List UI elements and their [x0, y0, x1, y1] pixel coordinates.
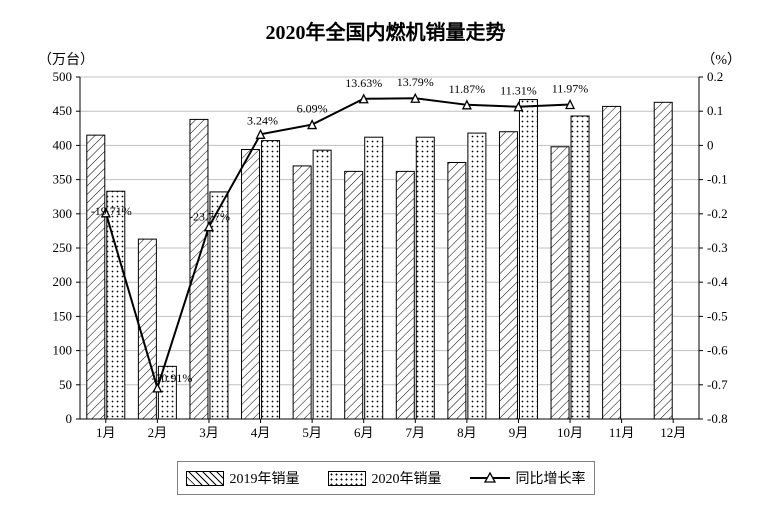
svg-text:0.1: 0.1	[707, 103, 723, 118]
bar-2019	[396, 171, 414, 419]
bar-2019	[345, 171, 363, 419]
bar-2020	[468, 133, 486, 419]
svg-text:-0.5: -0.5	[707, 308, 728, 323]
bar-2019	[293, 166, 311, 419]
y-left-unit-label: （万台）	[38, 49, 94, 69]
yoy-label: 13.79%	[397, 75, 434, 89]
legend-line-yoy-icon	[470, 471, 510, 485]
svg-text:-0.3: -0.3	[707, 240, 728, 255]
svg-text:-0.4: -0.4	[707, 274, 728, 289]
legend-label-2020: 2020年销量	[372, 468, 442, 488]
legend-item-2019: 2019年销量	[186, 468, 300, 488]
svg-text:6月: 6月	[354, 425, 374, 440]
legend-item-2020: 2020年销量	[328, 468, 442, 488]
svg-text:300: 300	[53, 206, 73, 221]
bar-2019	[551, 147, 569, 419]
svg-text:-0.2: -0.2	[707, 206, 728, 221]
svg-text:-0.7: -0.7	[707, 377, 728, 392]
svg-text:150: 150	[53, 308, 73, 323]
svg-text:400: 400	[53, 137, 73, 152]
bar-2020	[365, 137, 383, 419]
svg-text:100: 100	[53, 343, 73, 358]
legend-label-2019: 2019年销量	[230, 468, 300, 488]
yoy-label: 11.97%	[552, 81, 589, 95]
svg-text:-0.6: -0.6	[707, 343, 728, 358]
svg-text:8月: 8月	[457, 425, 477, 440]
bar-2019	[654, 102, 672, 419]
svg-text:-0.1: -0.1	[707, 172, 728, 187]
legend-swatch-2020-icon	[328, 471, 366, 486]
legend-swatch-2019-icon	[186, 471, 224, 486]
legend-item-yoy: 同比增长率	[470, 468, 586, 488]
chart-svg: 0 50 100 150 200 250 300 350 400 450 500 0.2 0.1 0 -0.…	[20, 49, 751, 449]
svg-text:-0.8: -0.8	[707, 411, 728, 426]
bar-2020	[519, 100, 537, 419]
svg-text:5月: 5月	[302, 425, 322, 440]
yoy-label: 11.87%	[449, 82, 486, 96]
bar-2019	[448, 163, 466, 420]
legend-label-yoy: 同比增长率	[516, 468, 586, 488]
svg-text:0: 0	[66, 411, 73, 426]
bar-2019	[499, 132, 517, 419]
y-right-unit-label: （%）	[701, 49, 741, 69]
bar-2020	[416, 137, 434, 419]
bar-2019	[190, 119, 208, 419]
svg-text:350: 350	[53, 172, 73, 187]
plot-area: （万台） （%） 0501001502002503003504004505000…	[20, 49, 751, 449]
yoy-label: -70.91%	[151, 371, 192, 385]
yoy-label: 6.09%	[297, 102, 328, 116]
svg-text:1月: 1月	[96, 425, 116, 440]
svg-text:500: 500	[53, 69, 73, 84]
bar-2019	[87, 135, 105, 419]
chart-container: 2020年全国内燃机销量走势 （万台） （%） 0 50 100 150 200 250 3…	[0, 0, 771, 532]
yoy-label: 3.24%	[247, 113, 278, 127]
svg-text:50: 50	[59, 377, 72, 392]
svg-text:7月: 7月	[406, 425, 426, 440]
yoy-label: 11.31%	[500, 84, 537, 98]
svg-text:3月: 3月	[199, 425, 219, 440]
bar-2019	[603, 106, 621, 419]
bar-2020	[262, 141, 280, 419]
bar-2020	[210, 192, 228, 419]
svg-text:10月: 10月	[557, 425, 583, 440]
yoy-label: -19.71%	[91, 204, 132, 218]
bar-2020	[571, 116, 589, 419]
svg-text:12月: 12月	[660, 425, 686, 440]
bar-2020	[313, 150, 331, 419]
svg-text:4月: 4月	[251, 425, 271, 440]
svg-text:250: 250	[53, 240, 73, 255]
svg-text:2月: 2月	[148, 425, 168, 440]
yoy-label: 13.63%	[345, 76, 382, 90]
chart-title: 2020年全国内燃机销量走势	[20, 16, 751, 45]
svg-text:450: 450	[53, 103, 73, 118]
svg-text:200: 200	[53, 274, 73, 289]
legend: 2019年销量 2020年销量 同比增长率	[177, 461, 595, 495]
svg-text:11月: 11月	[609, 425, 635, 440]
svg-text:0: 0	[707, 137, 714, 152]
yoy-label: -23.77%	[189, 210, 230, 224]
svg-text:9月: 9月	[509, 425, 529, 440]
svg-text:0.2: 0.2	[707, 69, 723, 84]
bar-2019	[242, 150, 260, 419]
